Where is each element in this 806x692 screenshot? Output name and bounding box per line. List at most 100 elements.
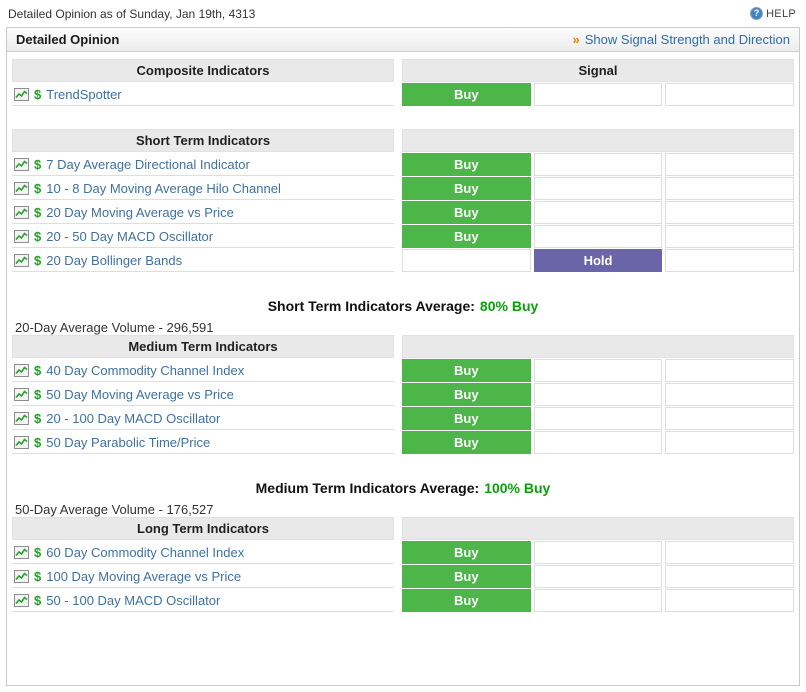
chart-icon[interactable] <box>14 545 29 559</box>
signal-badge: Buy <box>402 565 531 588</box>
signal-badge: Buy <box>402 589 531 612</box>
dollar-icon[interactable]: $ <box>34 204 42 220</box>
table-row: $40 Day Commodity Channel Index Buy <box>12 359 795 382</box>
chart-icon[interactable] <box>14 593 29 607</box>
signal-cell-sell <box>665 83 795 106</box>
dollar-icon[interactable]: $ <box>34 362 42 378</box>
signal-badge: Buy <box>402 83 531 106</box>
signal-cell-sell <box>665 407 795 430</box>
table-header-row: Medium Term Indicators <box>12 335 794 358</box>
column-header-long-term: Long Term Indicators <box>12 517 394 540</box>
column-header-signal <box>402 517 794 540</box>
dollar-icon[interactable]: $ <box>34 228 42 244</box>
indicator-cell: $10 - 8 Day Moving Average Hilo Channel <box>12 177 394 200</box>
indicator-link[interactable]: 20 Day Bollinger Bands <box>46 252 183 268</box>
chart-icon[interactable] <box>14 411 29 425</box>
help-link[interactable]: ? HELP <box>750 7 796 20</box>
signal-badge: Buy <box>402 431 531 454</box>
double-arrow-icon: » <box>572 32 580 47</box>
signal-cell-sell <box>665 201 795 224</box>
chart-icon[interactable] <box>14 569 29 583</box>
indicator-cell: $50 Day Parabolic Time/Price <box>12 431 394 454</box>
signal-badge: Buy <box>402 201 531 224</box>
dollar-icon[interactable]: $ <box>34 386 42 402</box>
dollar-icon[interactable]: $ <box>34 86 42 102</box>
signal-badge: Buy <box>402 359 531 382</box>
signal-cell-hold <box>533 589 663 612</box>
section-short-term: Short Term Indicators $7 Day Average Dire… <box>12 129 795 272</box>
panel-header: Detailed Opinion » Show Signal Strength a… <box>7 28 799 52</box>
average-value: 80% Buy <box>479 298 539 314</box>
top-bar: Detailed Opinion as of Sunday, Jan 19th,… <box>0 0 806 27</box>
indicator-cell: $20 Day Bollinger Bands <box>12 249 394 272</box>
dollar-icon[interactable]: $ <box>34 568 42 584</box>
signal-cell-sell <box>665 565 795 588</box>
signal-badge: Buy <box>402 383 531 406</box>
indicator-cell: $20 Day Moving Average vs Price <box>12 201 394 224</box>
indicator-link[interactable]: 50 Day Moving Average vs Price <box>46 386 234 402</box>
indicator-link[interactable]: 20 - 100 Day MACD Oscillator <box>46 410 221 426</box>
signal-cell-hold <box>533 407 663 430</box>
average-line-medium-term: Medium Term Indicators Average: 100% Buy <box>12 480 794 496</box>
dollar-icon[interactable]: $ <box>34 180 42 196</box>
table-row: $10 - 8 Day Moving Average Hilo Channel B… <box>12 177 795 200</box>
signal-badge: Buy <box>402 225 531 248</box>
indicator-link[interactable]: 7 Day Average Directional Indicator <box>46 156 250 172</box>
signal-cell-sell <box>665 249 795 272</box>
indicator-cell: $ TrendSpotter <box>12 83 394 106</box>
help-icon[interactable]: ? <box>750 7 764 20</box>
dollar-icon[interactable]: $ <box>34 544 42 560</box>
indicator-link[interactable]: 20 Day Moving Average vs Price <box>46 204 234 220</box>
dollar-icon[interactable]: $ <box>34 410 42 426</box>
panel-content: Composite Indicators Signal $ TrendSpotter B… <box>7 52 799 612</box>
indicator-link[interactable]: 60 Day Commodity Channel Index <box>46 544 245 560</box>
help-label[interactable]: HELP <box>766 7 796 20</box>
chart-icon[interactable] <box>14 229 29 243</box>
indicator-cell: $20 - 100 Day MACD Oscillator <box>12 407 394 430</box>
indicator-cell: $100 Day Moving Average vs Price <box>12 565 394 588</box>
panel-title: Detailed Opinion <box>16 32 120 47</box>
indicator-cell: $20 - 50 Day MACD Oscillator <box>12 225 394 248</box>
table-row: $ TrendSpotter Buy <box>12 83 795 106</box>
show-signal-strength-label[interactable]: Show Signal Strength and Direction <box>584 32 790 47</box>
signal-badge: Buy <box>402 541 531 564</box>
chart-icon[interactable] <box>14 87 29 101</box>
signal-cell-hold <box>533 541 663 564</box>
table-row: $20 Day Bollinger Bands Hold <box>12 249 795 272</box>
signal-cell-hold <box>533 359 663 382</box>
average-label: Short Term Indicators Average: <box>267 298 475 314</box>
chart-icon[interactable] <box>14 387 29 401</box>
signal-cell-sell <box>665 383 795 406</box>
dollar-icon[interactable]: $ <box>34 434 42 450</box>
indicator-link[interactable]: 20 - 50 Day MACD Oscillator <box>46 228 214 244</box>
chart-icon[interactable] <box>14 181 29 195</box>
signal-cell-hold <box>533 383 663 406</box>
signal-badge: Buy <box>402 153 531 176</box>
chart-icon[interactable] <box>14 435 29 449</box>
signal-badge: Buy <box>402 177 531 200</box>
show-signal-strength-link[interactable]: » Show Signal Strength and Direction <box>573 32 790 47</box>
signal-cell-hold <box>533 153 663 176</box>
table-row: $50 Day Parabolic Time/Price Buy <box>12 431 795 454</box>
chart-icon[interactable] <box>14 363 29 377</box>
indicator-link[interactable]: TrendSpotter <box>46 86 122 102</box>
dollar-icon[interactable]: $ <box>34 592 42 608</box>
chart-icon[interactable] <box>14 205 29 219</box>
indicator-cell: $7 Day Average Directional Indicator <box>12 153 394 176</box>
signal-cell-hold <box>533 431 663 454</box>
table-row: $20 - 50 Day MACD Oscillator Buy <box>12 225 795 248</box>
dollar-icon[interactable]: $ <box>34 156 42 172</box>
indicator-link[interactable]: 10 - 8 Day Moving Average Hilo Channel <box>46 180 281 196</box>
chart-icon[interactable] <box>14 157 29 171</box>
section-medium-term: Medium Term Indicators $40 Day Commodity … <box>12 335 795 454</box>
dollar-icon[interactable]: $ <box>34 252 42 268</box>
indicator-link[interactable]: 50 - 100 Day MACD Oscillator <box>46 592 221 608</box>
indicator-link[interactable]: 100 Day Moving Average vs Price <box>46 568 242 584</box>
chart-icon[interactable] <box>14 253 29 267</box>
signal-cell-hold <box>533 565 663 588</box>
indicator-link[interactable]: 40 Day Commodity Channel Index <box>46 362 245 378</box>
section-long-term: Long Term Indicators $60 Day Commodity Ch… <box>12 517 795 612</box>
column-header-short-term: Short Term Indicators <box>12 129 394 152</box>
table-row: $20 - 100 Day MACD Oscillator Buy <box>12 407 795 430</box>
indicator-link[interactable]: 50 Day Parabolic Time/Price <box>46 434 211 450</box>
